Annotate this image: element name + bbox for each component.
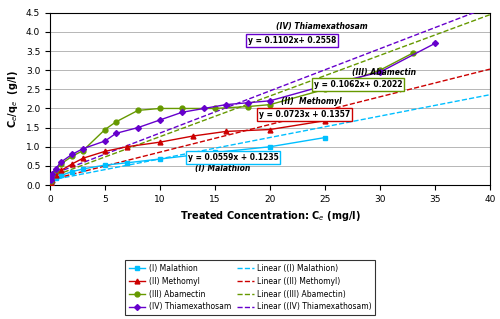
Text: (IV) Thiamexathosam: (IV) Thiamexathosam: [276, 22, 367, 31]
Y-axis label: C$_e$/q$_e$  (g/l): C$_e$/q$_e$ (g/l): [6, 70, 20, 128]
Text: (II)  Methomyl: (II) Methomyl: [281, 97, 342, 106]
Text: (III) Abamectin: (III) Abamectin: [352, 68, 416, 77]
X-axis label: Treated Concentration: C$_e$ (mg/l): Treated Concentration: C$_e$ (mg/l): [180, 209, 360, 223]
Text: y = 0.1102x+ 0.2558: y = 0.1102x+ 0.2558: [248, 36, 336, 45]
Text: y = 0.0723x + 0.1357: y = 0.0723x + 0.1357: [259, 110, 350, 119]
Text: y = 0.1062x+ 0.2022: y = 0.1062x+ 0.2022: [314, 80, 402, 89]
Text: y = 0.0559x + 0.1235: y = 0.0559x + 0.1235: [188, 153, 278, 162]
Text: (I) Malathion: (I) Malathion: [195, 164, 250, 173]
Legend: (I) Malathion, (II) Methomyl, (III) Abamectin, (IV) Thiamexathosam, Linear ((I) : (I) Malathion, (II) Methomyl, (III) Abam…: [125, 260, 375, 315]
